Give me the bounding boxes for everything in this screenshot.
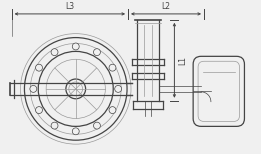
Text: L3: L3: [65, 2, 74, 11]
Circle shape: [35, 107, 43, 113]
Circle shape: [115, 85, 122, 92]
Circle shape: [35, 64, 43, 71]
Text: L1: L1: [178, 56, 187, 65]
Text: L2: L2: [162, 2, 170, 11]
Circle shape: [93, 122, 100, 129]
Circle shape: [72, 128, 79, 135]
Circle shape: [93, 49, 100, 56]
Circle shape: [51, 49, 58, 56]
Circle shape: [51, 122, 58, 129]
Circle shape: [109, 107, 116, 113]
Circle shape: [72, 43, 79, 50]
Circle shape: [109, 64, 116, 71]
Circle shape: [30, 85, 37, 92]
